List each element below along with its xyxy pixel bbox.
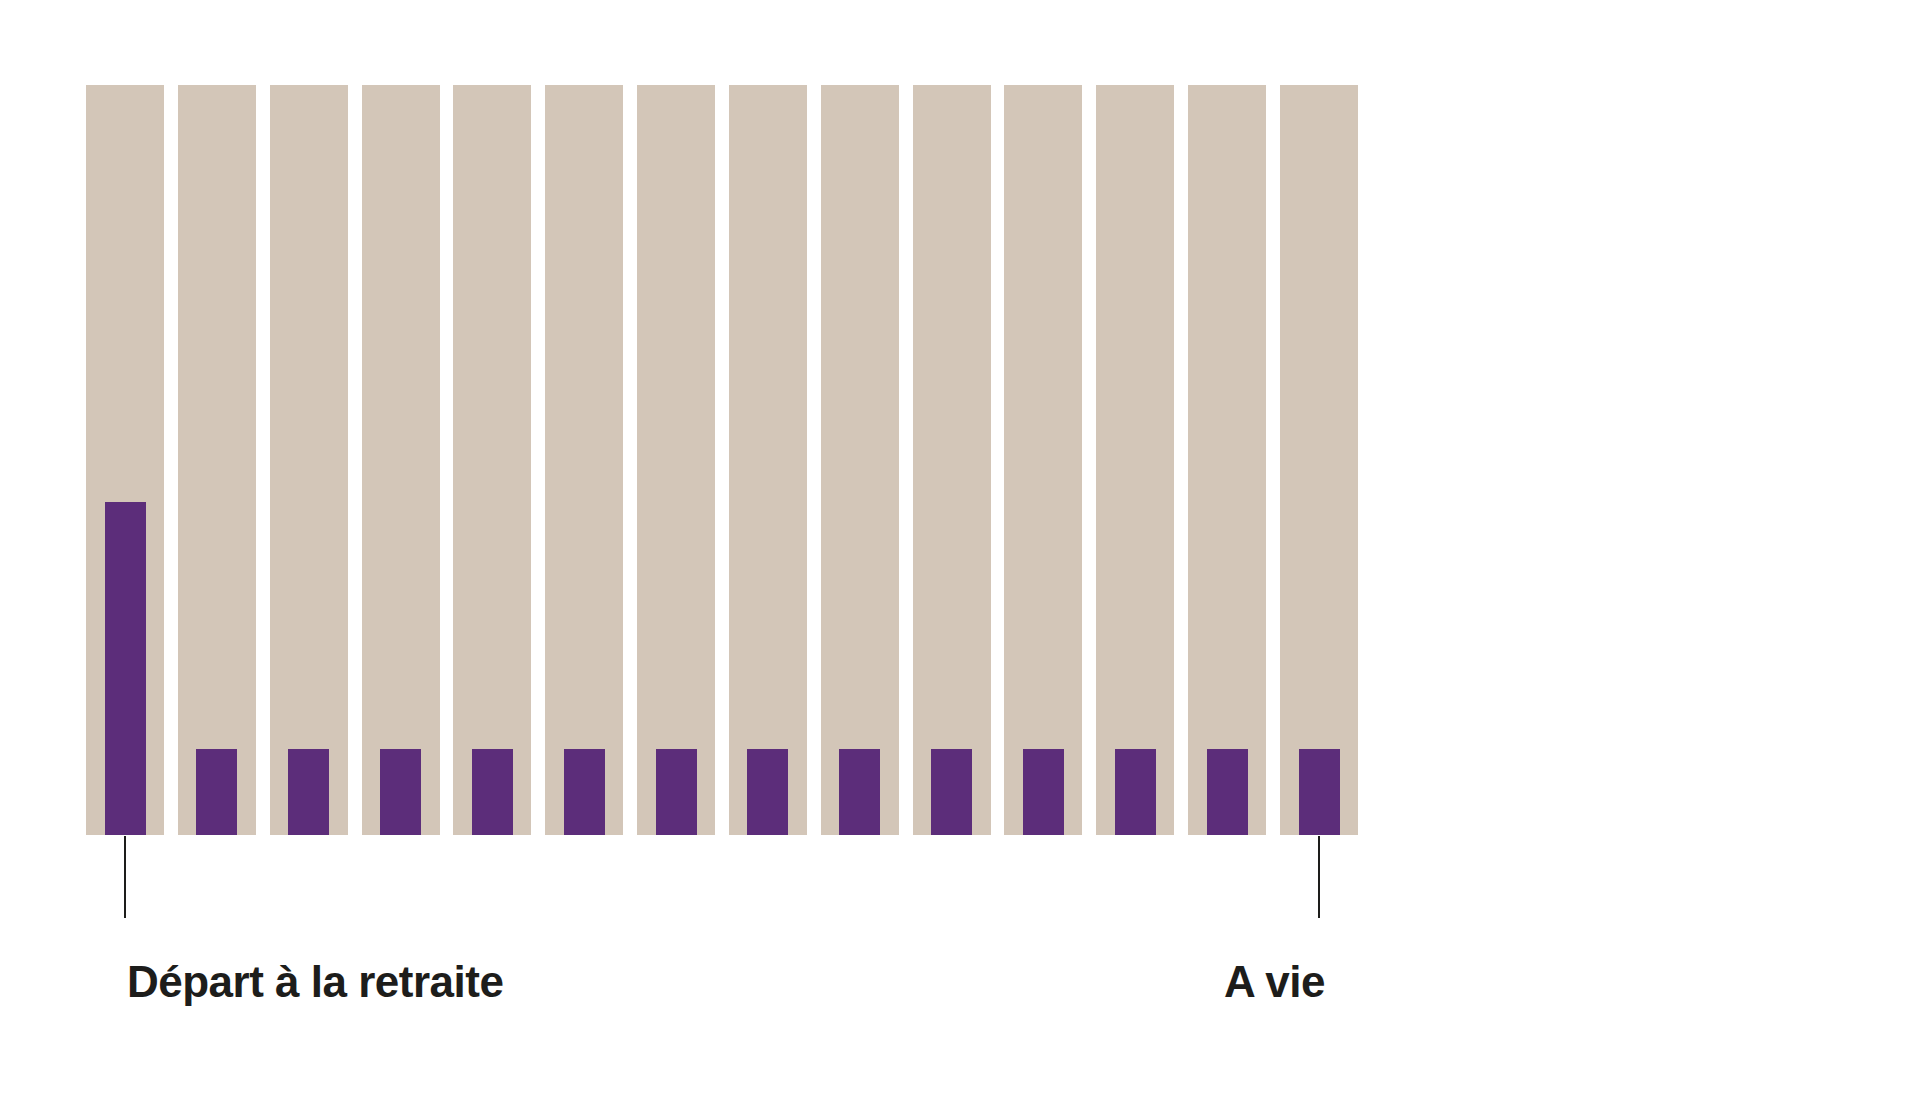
track-bar: [453, 85, 531, 835]
leader-line: [124, 836, 126, 918]
bar-chart: [86, 85, 1358, 835]
value-bar: [656, 749, 697, 835]
value-bar: [380, 749, 421, 835]
value-bar: [1115, 749, 1156, 835]
track-bar: [729, 85, 807, 835]
value-bar: [1299, 749, 1340, 835]
value-bar: [931, 749, 972, 835]
track-bar: [362, 85, 440, 835]
annotation-label: Départ à la retraite: [127, 960, 503, 1004]
track-bar: [1280, 85, 1358, 835]
value-bar: [105, 502, 146, 835]
track-bar: [913, 85, 991, 835]
infographic-canvas: Départ à la retraite A vie: [0, 0, 1920, 1101]
track-bar: [1004, 85, 1082, 835]
annotation-label: A vie: [1224, 960, 1325, 1004]
value-bar: [196, 749, 237, 835]
track-bar: [270, 85, 348, 835]
value-bar: [1023, 749, 1064, 835]
value-bar: [288, 749, 329, 835]
value-bar: [472, 749, 513, 835]
leader-line: [1318, 836, 1320, 918]
track-bar: [86, 85, 164, 835]
track-bar: [1188, 85, 1266, 835]
track-bar: [637, 85, 715, 835]
value-bar: [564, 749, 605, 835]
track-bar: [178, 85, 256, 835]
value-bar: [747, 749, 788, 835]
track-bar: [545, 85, 623, 835]
value-bar: [1207, 749, 1248, 835]
value-bar: [839, 749, 880, 835]
track-bar: [821, 85, 899, 835]
track-bar: [1096, 85, 1174, 835]
